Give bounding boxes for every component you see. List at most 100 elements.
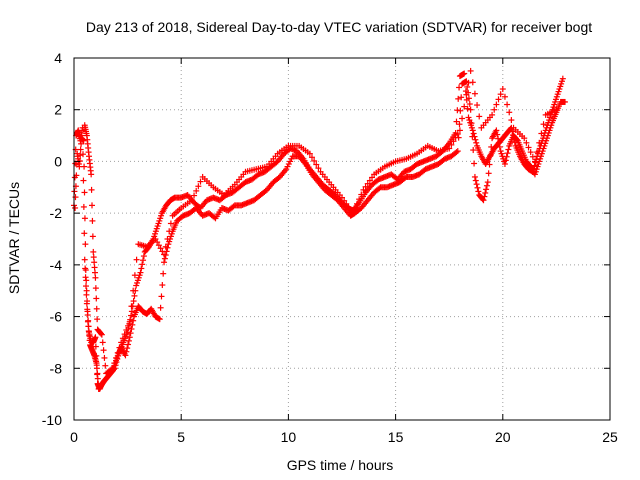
data-point-fill <box>457 107 464 114</box>
axes-layer: 0 5 10 15 20 25 -10 -8 -6 -4 -2 0 2 4 <box>42 50 618 445</box>
data-point-fill <box>502 157 509 164</box>
data-point-fill <box>159 248 166 255</box>
data-point <box>360 186 367 193</box>
data-point-fill <box>130 287 137 294</box>
data-point-fill <box>364 180 371 187</box>
data-point-fill <box>83 283 90 290</box>
data-point <box>480 197 487 204</box>
data-point <box>82 267 89 274</box>
data-point-fill <box>128 325 135 332</box>
data-point-fill <box>504 101 511 108</box>
data-point-fill <box>466 101 473 108</box>
data-point <box>92 334 99 341</box>
data-point-fill <box>80 177 87 184</box>
data-point-fill <box>536 139 543 146</box>
data-point-fill <box>513 136 520 143</box>
data-point <box>456 127 463 134</box>
data-point-fill <box>450 138 457 145</box>
data-point-fill <box>308 154 315 161</box>
data-point <box>446 145 453 152</box>
x-tick-label: 15 <box>388 429 404 445</box>
data-point-fill <box>77 146 84 153</box>
data-point-fill <box>509 128 516 135</box>
data-point-fill <box>102 362 109 369</box>
data-point-fill <box>540 121 547 128</box>
data-point-fill <box>140 253 147 260</box>
data-point-fill <box>133 256 140 263</box>
data-point-fill <box>476 113 483 120</box>
data-point-fill <box>315 165 322 172</box>
data-point-fill <box>534 149 541 156</box>
data-point-fill <box>356 196 363 203</box>
data-point-fill <box>473 139 480 146</box>
data-point-fill <box>193 187 200 194</box>
data-point-fill <box>83 277 90 284</box>
data-point-fill <box>101 354 108 361</box>
data-point-fill <box>162 243 169 250</box>
y-axis-title: SDTVAR / TECUs <box>6 182 22 294</box>
data-point-fill <box>114 349 121 356</box>
data-point-fill <box>84 308 91 315</box>
data-point-fill <box>495 135 502 142</box>
data-point-fill <box>493 101 500 108</box>
data-point <box>109 365 116 372</box>
data-point-fill <box>525 144 532 151</box>
y-tick-label: 0 <box>54 153 62 169</box>
data-point-fill <box>497 91 504 98</box>
data-point-fill <box>483 182 490 189</box>
data-point-fill <box>345 203 352 210</box>
data-point-fill <box>366 177 373 184</box>
data-point-fill <box>453 118 460 125</box>
data-point-fill <box>487 152 494 159</box>
data-point-fill <box>456 84 463 91</box>
data-point-fill <box>99 339 106 346</box>
data-point <box>126 318 133 325</box>
data-point-fill <box>448 141 455 148</box>
data-point <box>72 204 79 211</box>
data-point-fill <box>76 157 83 164</box>
data-point-fill <box>94 370 101 377</box>
data-point <box>128 308 135 315</box>
data-point-fill <box>83 287 90 294</box>
data-point-fill <box>343 200 350 207</box>
y-tick-label: -10 <box>42 412 62 428</box>
data-point-fill <box>81 215 88 222</box>
data-point-fill <box>88 186 95 193</box>
data-point-fill <box>129 321 136 328</box>
data-point-fill <box>505 146 512 153</box>
data-point-fill <box>127 330 134 337</box>
data-point-fill <box>89 217 96 224</box>
data-point-fill <box>159 282 166 289</box>
data-point <box>90 248 97 255</box>
data-point-fill <box>84 298 91 305</box>
data-point-fill <box>124 345 131 352</box>
data-point <box>553 106 560 113</box>
data-point-fill <box>191 192 198 199</box>
data-point-fill <box>473 181 480 188</box>
data-point-fill <box>491 106 498 113</box>
data-point-fill <box>89 202 96 209</box>
data-point-fill <box>111 360 118 367</box>
data-point-fill <box>475 188 482 195</box>
data-point <box>92 274 99 281</box>
data-point-fill <box>90 254 97 261</box>
data-point-fill <box>81 163 88 170</box>
data-point <box>152 236 159 242</box>
data-point <box>499 86 506 93</box>
data-point-fill <box>131 272 138 279</box>
y-tick-label: -4 <box>50 257 63 273</box>
data-point <box>467 67 474 74</box>
data-point-fill <box>461 103 468 110</box>
data-point-fill <box>527 149 534 156</box>
data-point-fill <box>538 130 545 137</box>
data-point-fill <box>91 264 98 271</box>
data-point-fill <box>130 317 137 324</box>
data-point-fill <box>93 295 100 302</box>
data-point-fill <box>465 95 472 102</box>
data-point-fill <box>139 261 146 268</box>
data-point-fill <box>313 161 320 168</box>
data-point-fill <box>496 143 503 150</box>
data-point-fill <box>82 241 89 248</box>
data-point <box>489 111 496 118</box>
data-point-fill <box>108 366 115 373</box>
